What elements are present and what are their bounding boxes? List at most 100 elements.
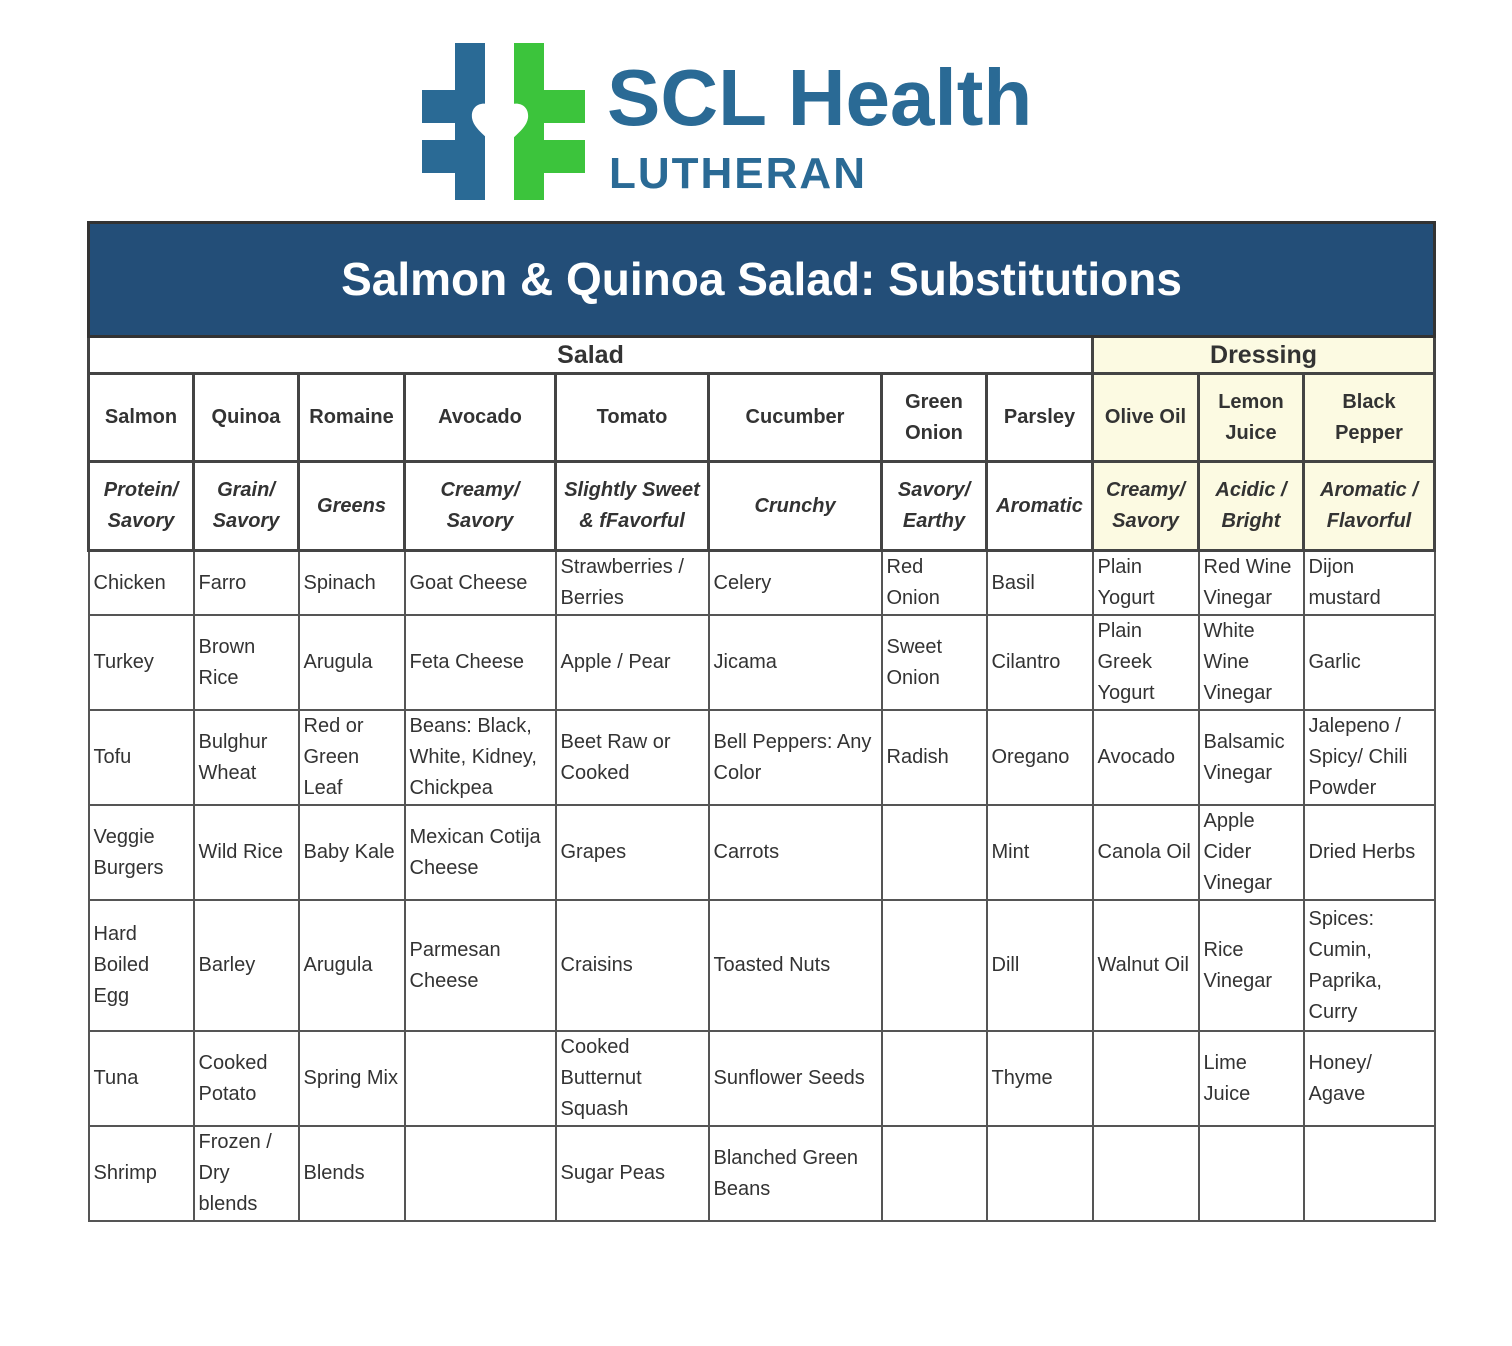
table-row: Turkey Brown Rice Arugula Feta Cheese Apple … [87, 614, 1436, 711]
table-cell [880, 804, 988, 901]
table-cell: Red Wine Vinegar [1197, 549, 1305, 616]
table-cell: Blanched Green Beans [707, 1125, 883, 1222]
table-cell: Wild Rice [192, 804, 300, 901]
table-cell: Arugula [297, 899, 406, 1032]
table-cell: Shrimp [87, 1125, 195, 1222]
column-header: Avocado [403, 372, 557, 463]
table-cell: Bell Peppers: Any Color [707, 709, 883, 806]
column-header: Salmon [87, 372, 195, 463]
table-cell: Grapes [554, 804, 710, 901]
table-cell: Feta Cheese [403, 614, 557, 711]
table-cell: Basil [985, 549, 1094, 616]
table-cell: Strawberries / Berries [554, 549, 710, 616]
table-cell: Canola Oil [1091, 804, 1200, 901]
category-label: Slightly Sweet & fFavorful [554, 460, 710, 552]
table-cell: Barley [192, 899, 300, 1032]
table-cell: Celery [707, 549, 883, 616]
table-cell [880, 899, 988, 1032]
table-cell: Frozen / Dry blends [192, 1125, 300, 1222]
table-cell: Cooked Potato [192, 1030, 300, 1127]
column-header: Olive Oil [1091, 372, 1200, 463]
table-cell: Jicama [707, 614, 883, 711]
category-label: Protein/ Savory [87, 460, 195, 552]
table-cell [1302, 1125, 1436, 1222]
table-cell [403, 1030, 557, 1127]
section-dressing: Dressing [1090, 335, 1437, 375]
table-cell: Walnut Oil [1091, 899, 1200, 1032]
table-cell: Lime Juice [1197, 1030, 1305, 1127]
table-cell: Jalepeno / Spicy/ Chili Powder [1302, 709, 1436, 806]
table-cell: Plain Greek Yogurt [1091, 614, 1200, 711]
column-header: Parsley [985, 372, 1094, 463]
table-cell [985, 1125, 1094, 1222]
category-label: Acidic / Bright [1197, 460, 1305, 552]
table-cell: Brown Rice [192, 614, 300, 711]
table-cell: Dried Herbs [1302, 804, 1436, 901]
table-row: Tofu Bulghur Wheat Red or Green Leaf Beans:… [87, 709, 1436, 806]
table-cell: Rice Vinegar [1197, 899, 1305, 1032]
table-cell: Dijon mustard [1302, 549, 1436, 616]
table-cell: Avocado [1091, 709, 1200, 806]
table-cell: Cooked Butternut Squash [554, 1030, 710, 1127]
table-row: Hard Boiled Egg Barley Arugula Parmesan Che… [87, 899, 1436, 1032]
table-cell: Mexican Cotija Cheese [403, 804, 557, 901]
table-cell: Red or Green Leaf [297, 709, 406, 806]
table-cell: Blends [297, 1125, 406, 1222]
table-cell [880, 1030, 988, 1127]
column-header: Black Pepper [1301, 372, 1437, 463]
category-label: Creamy/ Savory [403, 460, 557, 552]
table-cell [1091, 1030, 1200, 1127]
table-cell: Veggie Burgers [87, 804, 195, 901]
table-cell: Chicken [87, 549, 195, 616]
category-label: Crunchy [707, 460, 883, 552]
table-cell: Dill [985, 899, 1094, 1032]
substitutions-table: Salmon & Quinoa Salad: Substitutions Sal… [86, 221, 1437, 1222]
table-cell: Farro [192, 549, 300, 616]
table-cell: Red Onion [880, 549, 988, 616]
table-cell: Apple Cider Vinegar [1197, 804, 1305, 901]
table-cell: Beans: Black, White, Kidney, Chickpea [403, 709, 557, 806]
section-salad: Salad [87, 335, 1094, 375]
column-header: Green Onion [880, 372, 988, 463]
table-cell: Carrots [707, 804, 883, 901]
table-row: Tuna Cooked Potato Spring Mix Cooked Butter… [87, 1030, 1436, 1127]
category-label: Aromatic / Flavorful [1301, 460, 1437, 552]
table-cell: Spring Mix [297, 1030, 406, 1127]
column-header: Tomato [554, 372, 710, 463]
table-cell: Cilantro [985, 614, 1094, 711]
table-cell: Goat Cheese [403, 549, 557, 616]
table-cell [880, 1125, 988, 1222]
table-cell: Beet Raw or Cooked [554, 709, 710, 806]
table-cell: Plain Yogurt [1091, 549, 1200, 616]
table-cell: White Wine Vinegar [1197, 614, 1305, 711]
table-title: Salmon & Quinoa Salad: Substitutions [86, 221, 1437, 338]
table-cell: Sweet Onion [880, 614, 988, 711]
table-cell: Mint [985, 804, 1094, 901]
table-cell [403, 1125, 557, 1222]
table-cell: Arugula [297, 614, 406, 711]
logo-name: SCL Health [607, 53, 1033, 142]
table-cell: Balsamic Vinegar [1197, 709, 1305, 806]
category-label: Savory/ Earthy [880, 460, 988, 552]
table-cell: Turkey [87, 614, 195, 711]
table-row: Chicken Farro Spinach Goat Cheese Strawberri… [87, 549, 1436, 616]
table-cell: Craisins [554, 899, 710, 1032]
table-cell: Oregano [985, 709, 1094, 806]
scl-health-logo: SCL Health LUTHERAN [422, 43, 1062, 203]
table-cell: Sunflower Seeds [707, 1030, 883, 1127]
table-cell: Spices: Cumin, Paprika, Curry [1302, 899, 1436, 1032]
table-cell [1197, 1125, 1305, 1222]
logo-subtitle: LUTHERAN [609, 149, 867, 198]
table-cell: Garlic [1302, 614, 1436, 711]
table-cell: Radish [880, 709, 988, 806]
category-label: Aromatic [985, 460, 1094, 552]
table-cell: Hard Boiled Egg [87, 899, 195, 1032]
table-cell [1091, 1125, 1200, 1222]
category-label: Greens [297, 460, 406, 552]
table-cell: Toasted Nuts [707, 899, 883, 1032]
table-cell: Tuna [87, 1030, 195, 1127]
table-cell: Spinach [297, 549, 406, 616]
table-cell: Thyme [985, 1030, 1094, 1127]
cross-heart-icon [422, 43, 585, 200]
column-header: Lemon Juice [1197, 372, 1305, 463]
